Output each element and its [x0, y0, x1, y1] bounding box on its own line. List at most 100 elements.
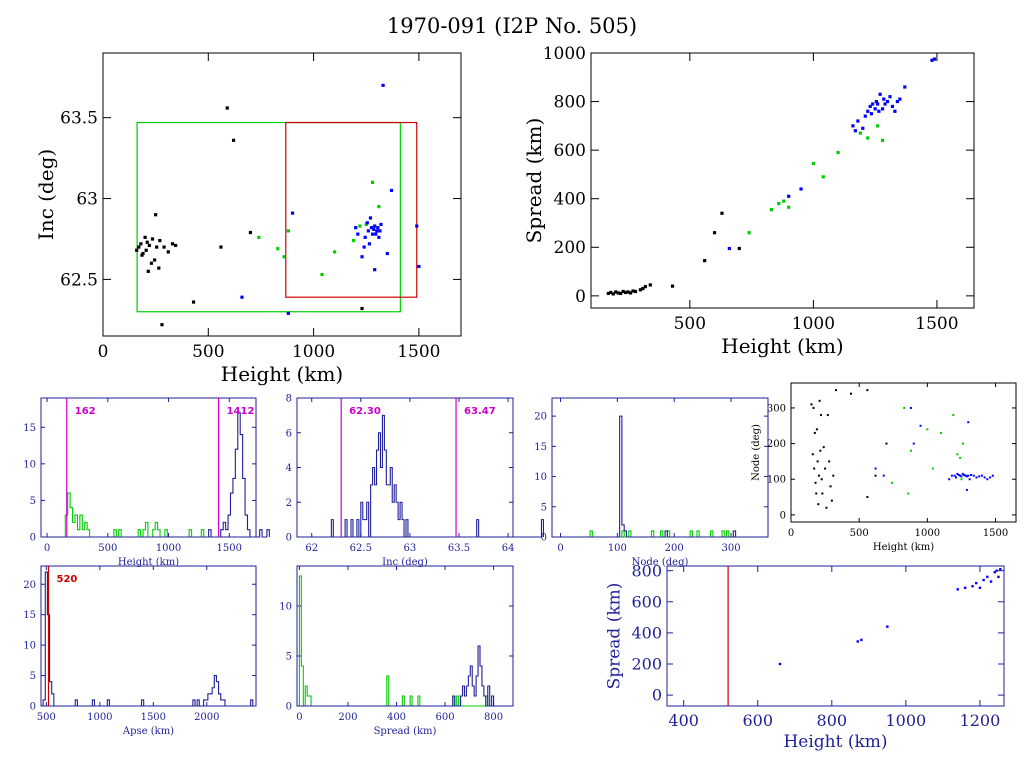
chart-inc-vs-height: 0 500 1000 1500 62.5 63 63.5 Height (km) Inc (de… [34, 52, 462, 386]
scatter-point [986, 478, 989, 481]
scatter-point [991, 474, 994, 477]
scatter-point [885, 99, 890, 104]
y-tick-label: 100 [767, 475, 786, 486]
scatter-point [861, 126, 865, 130]
scatter-point [375, 229, 379, 233]
scatter-point [811, 453, 814, 456]
scatter-point [385, 251, 389, 256]
x-tick-label: 600 [435, 712, 454, 723]
y-tick-label: 1000 [543, 44, 586, 64]
histogram-series [330, 414, 544, 538]
scatter-point [815, 428, 818, 431]
y-axis-label: Inc (deg) [34, 149, 58, 240]
scatter-point [609, 290, 613, 295]
histogram-series [64, 492, 205, 538]
scatter-point [880, 107, 885, 111]
scatter-point [919, 424, 922, 427]
scatter-point [777, 201, 781, 206]
scatter-point [932, 57, 937, 61]
x-tick-label: 500 [192, 342, 224, 362]
histogram-series [583, 415, 737, 538]
histogram-series [299, 645, 495, 707]
scatter-point [352, 238, 356, 243]
scatter-point [812, 406, 815, 409]
scatter-point [818, 399, 821, 402]
scatter-point [799, 187, 803, 191]
scatter-point [890, 104, 895, 109]
scatter-point [616, 291, 620, 295]
scatter-point [144, 248, 148, 252]
x-tick-label: 0 [44, 543, 50, 554]
y-tick-label: 5 [30, 496, 36, 507]
scatter-point [965, 475, 968, 478]
y-tick-label: 10 [279, 602, 292, 613]
chart-inc-histogram: 62 62.5 63 63.5 64 0 2 4 6 8 Inc (deg) 62.30 63.47 [286, 394, 544, 568]
histogram-series [298, 575, 489, 707]
scatter-point [370, 232, 375, 236]
x-tick-label: 500 [98, 543, 117, 554]
scatter-point [959, 474, 962, 477]
scatter-point [143, 235, 147, 239]
scatter-point [821, 175, 825, 179]
y-tick-label: 8 [286, 394, 292, 405]
scatter-point [822, 446, 825, 449]
histogram-series [65, 412, 270, 538]
scatter-point [930, 58, 934, 62]
scatter-point [360, 306, 364, 311]
y-tick-label: 10 [23, 459, 36, 470]
x-tick-label: 63.5 [448, 543, 470, 554]
scatter-point [890, 481, 893, 484]
scatter-point [373, 224, 377, 228]
y-tick-label: 800 [631, 561, 662, 580]
scatter-point [882, 474, 885, 477]
scatter-point [948, 478, 951, 481]
scatter-point [648, 283, 652, 287]
scatter-point [874, 99, 878, 104]
scatter-point [952, 414, 955, 417]
x-tick-label: 1000 [886, 711, 927, 730]
x-tick-label: 63 [404, 543, 417, 554]
reference-line-label: 520 [56, 574, 77, 585]
y-tick-label: 0 [286, 702, 292, 713]
scatter-point [972, 474, 975, 477]
x-tick-label: 500 [37, 712, 56, 723]
y-tick-label: 62.5 [60, 270, 98, 290]
scatter-point [983, 476, 986, 479]
y-tick-label: 200 [554, 238, 586, 258]
scatter-point [360, 255, 364, 259]
scatter-point [820, 414, 822, 417]
x-tick-label: 500 [850, 528, 869, 539]
scatter-point [377, 205, 381, 209]
scatter-point [370, 180, 375, 184]
x-tick-label: 1000 [292, 342, 335, 362]
scatter-point [986, 575, 989, 579]
y-tick-label: 0 [30, 533, 36, 544]
y-tick-label: 0 [652, 686, 662, 705]
scatter-point [874, 474, 877, 477]
y-tick-label: 400 [554, 190, 586, 210]
scatter-point [633, 289, 638, 294]
scatter-point [931, 467, 934, 470]
scatter-point [910, 449, 912, 452]
scatter-point [982, 578, 985, 582]
scatter-point [956, 588, 959, 591]
scatter-point [863, 114, 867, 118]
scatter-point [162, 245, 166, 249]
x-tick-label: 500 [674, 314, 706, 334]
scatter-point [621, 289, 625, 294]
scatter-point [712, 231, 717, 235]
scatter-point [980, 474, 983, 477]
x-tick-label: 1200 [960, 711, 1001, 730]
scatter-point [174, 243, 178, 248]
scatter-point [631, 289, 635, 293]
scatter-point [824, 467, 827, 470]
scatter-point [817, 503, 820, 506]
plot-frame [666, 565, 1005, 707]
scatter-point [368, 216, 373, 220]
scatter-point [821, 492, 824, 495]
scatter-point [975, 476, 978, 479]
scatter-point [641, 286, 645, 291]
scatter-point [950, 474, 953, 477]
plot-frame [40, 397, 257, 538]
